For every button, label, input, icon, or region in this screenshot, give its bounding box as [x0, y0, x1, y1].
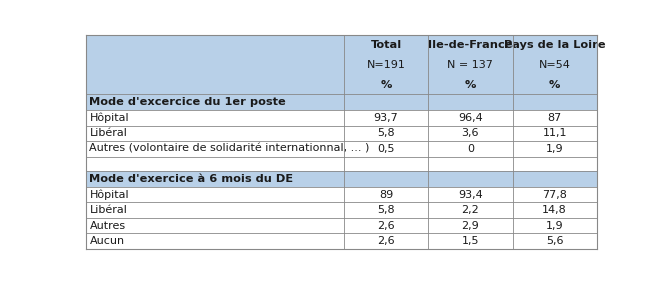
- Bar: [344, 187, 428, 202]
- Text: 5,8: 5,8: [377, 128, 395, 138]
- Bar: [86, 234, 344, 249]
- Bar: [344, 218, 428, 234]
- Text: Mode d'excercice du 1er poste: Mode d'excercice du 1er poste: [89, 97, 286, 107]
- Text: Mode d'exercice à 6 mois du DE: Mode d'exercice à 6 mois du DE: [89, 174, 294, 184]
- Bar: [513, 126, 597, 141]
- Text: 1,9: 1,9: [546, 144, 563, 154]
- Text: 1,5: 1,5: [462, 236, 479, 246]
- Text: Hôpital: Hôpital: [89, 189, 129, 200]
- Bar: [86, 126, 344, 141]
- Text: N = 137: N = 137: [448, 60, 494, 70]
- Text: 2,2: 2,2: [462, 205, 480, 215]
- Text: 89: 89: [379, 190, 393, 200]
- Bar: [86, 35, 597, 94]
- Text: 77,8: 77,8: [542, 190, 567, 200]
- Bar: [86, 141, 344, 157]
- Text: 93,7: 93,7: [374, 113, 398, 123]
- Bar: [86, 141, 597, 157]
- Text: %: %: [549, 80, 560, 90]
- Text: Hôpital: Hôpital: [89, 112, 129, 123]
- Text: Pays de la Loire: Pays de la Loire: [504, 40, 605, 50]
- Bar: [428, 141, 513, 157]
- Bar: [86, 218, 344, 234]
- Text: Total: Total: [370, 40, 402, 50]
- Bar: [344, 141, 428, 157]
- Bar: [86, 187, 344, 202]
- Text: 5,8: 5,8: [377, 205, 395, 215]
- Bar: [344, 110, 428, 126]
- Text: 11,1: 11,1: [542, 128, 567, 138]
- Text: Libéral: Libéral: [89, 128, 127, 138]
- Bar: [428, 110, 513, 126]
- Text: 93,4: 93,4: [458, 190, 483, 200]
- Text: 2,9: 2,9: [462, 221, 480, 231]
- Text: 2,6: 2,6: [377, 236, 395, 246]
- Bar: [86, 126, 597, 141]
- Bar: [513, 218, 597, 234]
- Text: %: %: [465, 80, 476, 90]
- Text: 2,6: 2,6: [377, 221, 395, 231]
- Bar: [86, 110, 344, 126]
- Bar: [428, 126, 513, 141]
- Text: Aucun: Aucun: [89, 236, 125, 246]
- Text: 14,8: 14,8: [542, 205, 567, 215]
- Bar: [428, 234, 513, 249]
- Text: 5,6: 5,6: [546, 236, 563, 246]
- Bar: [344, 234, 428, 249]
- Text: N=54: N=54: [539, 60, 571, 70]
- Bar: [513, 110, 597, 126]
- Text: N=191: N=191: [366, 60, 406, 70]
- Text: 0: 0: [467, 144, 474, 154]
- Bar: [86, 202, 344, 218]
- Text: 1,9: 1,9: [546, 221, 563, 231]
- Bar: [86, 110, 597, 126]
- Text: Autres (volontaire de solidarité internationnal, ... ): Autres (volontaire de solidarité interna…: [89, 144, 370, 154]
- Bar: [86, 94, 597, 110]
- Text: Ile-de-France: Ile-de-France: [428, 40, 513, 50]
- Bar: [86, 171, 597, 187]
- Text: 96,4: 96,4: [458, 113, 483, 123]
- Text: Autres: Autres: [89, 221, 126, 231]
- Bar: [513, 202, 597, 218]
- Bar: [428, 202, 513, 218]
- Bar: [513, 187, 597, 202]
- Bar: [513, 234, 597, 249]
- Bar: [344, 202, 428, 218]
- Text: %: %: [380, 80, 392, 90]
- Bar: [344, 126, 428, 141]
- Bar: [428, 218, 513, 234]
- Bar: [428, 187, 513, 202]
- Text: 0,5: 0,5: [377, 144, 395, 154]
- Bar: [86, 157, 597, 171]
- Text: Libéral: Libéral: [89, 205, 127, 215]
- Text: 3,6: 3,6: [462, 128, 479, 138]
- Bar: [513, 141, 597, 157]
- Text: 87: 87: [547, 113, 562, 123]
